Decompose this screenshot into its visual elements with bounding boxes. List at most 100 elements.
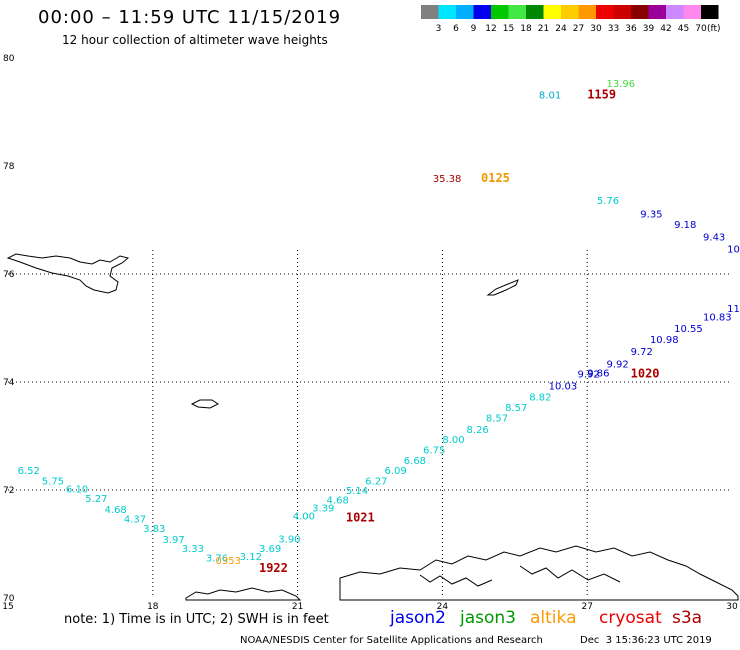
color-scale: 3 6 9 12 15 18 21 24 27 30 33 36 39 42 45 70 (ft): [421, 5, 721, 34]
colorbar-swatch: [648, 5, 666, 19]
colorbar-swatch: [491, 5, 509, 19]
page-title: 00:00 – 11:59 UTC 11/15/2019: [38, 7, 342, 28]
legend-jason2: jason2: [390, 608, 446, 628]
bear-island: [486, 279, 519, 296]
wave-height-label: 10.03: [549, 382, 578, 393]
legend-altika: altika: [530, 608, 577, 628]
x-tick-label: 18: [147, 602, 159, 612]
wave-height-label: 6.52: [18, 466, 40, 477]
wave-height-label: 9.72: [631, 347, 653, 358]
colorbar-label: 39: [643, 24, 655, 34]
wave-height-label: 10.98: [650, 335, 679, 346]
wave-height-label: 10.83: [703, 312, 732, 323]
colorbar-swatch: [543, 5, 561, 19]
footnote: note: 1) Time is in UTC; 2) SWH is in fe…: [64, 612, 329, 627]
colorbar-label: 30: [590, 24, 602, 34]
jan-mayen-island: [190, 399, 219, 409]
wave-height-label: 13.96: [607, 79, 636, 90]
wave-height-label: 6.68: [404, 456, 426, 467]
colorbar-label: 6: [453, 24, 459, 34]
colorbar-label: 15: [503, 24, 514, 34]
wave-height-label: 3.83: [143, 524, 165, 535]
wave-height-label: 8.57: [505, 403, 527, 414]
x-tick-label: 30: [726, 602, 738, 612]
colorbar-label: 18: [520, 24, 532, 34]
pass-time-label: 1159: [587, 88, 616, 102]
wave-height-label: 3.33: [182, 544, 204, 555]
grid-lines: [8, 250, 732, 598]
wave-height-label: 5.27: [85, 494, 107, 505]
pass-time-label: 1922: [259, 561, 288, 575]
colorbar-label: 24: [555, 24, 567, 34]
fjord-detail-2: [519, 565, 621, 583]
y-tick-label: 74: [3, 378, 15, 388]
colorbar-swatch: [613, 5, 631, 19]
colorbar-swatch: [631, 5, 649, 19]
x-tick-label: 21: [292, 602, 303, 612]
x-tick-label: 15: [2, 602, 13, 612]
wave-height-label: 11: [727, 304, 740, 315]
credit-date: Dec 3 15:36:23 UTC 2019: [580, 635, 712, 646]
colorbar-swatch: [508, 5, 526, 19]
wave-height-label: 4.68: [105, 505, 127, 516]
wave-height-label: 5.75: [42, 477, 64, 488]
y-tick-label: 80: [3, 54, 15, 64]
y-tick-label: 76: [3, 270, 15, 280]
legend-cryosat: cryosat: [599, 608, 662, 628]
coastline: [6, 253, 739, 601]
colorbar-swatch: [561, 5, 579, 19]
colorbar-swatch: [596, 5, 614, 19]
wave-height-label: 6.75: [423, 445, 445, 456]
colorbar-swatch: [701, 5, 719, 19]
pass-time-label: 1021: [346, 510, 375, 524]
colorbar-label: 45: [678, 24, 689, 34]
colorbar-label: 27: [573, 24, 584, 34]
x-tick-label: 24: [437, 602, 449, 612]
wave-height-label: 3.69: [259, 544, 281, 555]
colorbar-swatch: [578, 5, 596, 19]
colorbar-label: 70: [695, 24, 707, 34]
wave-height-label: 3.97: [162, 535, 184, 546]
wave-height-label: 6.10: [66, 485, 88, 496]
wave-height-label: 4.37: [124, 514, 146, 525]
wave-height-label: 9.92: [607, 359, 629, 370]
colorbar-swatch: [438, 5, 456, 19]
legend-s3a: s3a: [672, 608, 703, 628]
wave-height-label: 5.76: [597, 196, 619, 207]
colorbar-swatch: [456, 5, 474, 19]
wave-height-label: 3.76: [206, 553, 228, 564]
norway-coast: [339, 545, 739, 601]
y-tick-label: 70: [3, 594, 15, 604]
wave-height-label: 8.82: [529, 392, 551, 403]
wave-height-label: 9.35: [640, 209, 662, 220]
colorbar-label: 3: [436, 24, 442, 34]
colorbar-unit: (ft): [707, 24, 721, 34]
wave-height-label: 10: [727, 244, 740, 255]
wave-height-label: 4.00: [293, 512, 315, 523]
x-tick-label: 27: [581, 602, 592, 612]
colorbar-swatch: [526, 5, 544, 19]
colorbar-swatch: [666, 5, 684, 19]
colorbar-label: 21: [538, 24, 549, 34]
wave-height-label: 9.92: [578, 370, 600, 381]
greenland-coast: [6, 253, 130, 294]
colorbar-label: 9: [471, 24, 477, 34]
pass-time-label: 1020: [631, 367, 660, 381]
wave-height-label: 0353: [216, 556, 241, 567]
wave-height-label: 3.90: [278, 534, 300, 545]
axis-ticks: 15 18 21 24 27 30 80 78 76 74 72 70: [2, 54, 738, 612]
wave-height-label: 8.26: [467, 425, 489, 436]
wave-height-label: 35.38: [433, 174, 462, 185]
legend-jason3: jason3: [460, 608, 516, 628]
wave-height-label: 9.43: [703, 233, 725, 244]
wave-height-label: 8.57: [486, 413, 508, 424]
colorbar-label: 12: [485, 24, 496, 34]
wave-height-label: 6.27: [365, 477, 387, 488]
colorbar-label: 36: [625, 24, 637, 34]
colorbar-swatch: [473, 5, 491, 19]
wave-height-label: 9.86: [587, 369, 609, 380]
y-tick-label: 72: [3, 486, 14, 496]
colorbar-label: 33: [608, 24, 619, 34]
wave-height-label: 3.12: [240, 552, 262, 563]
